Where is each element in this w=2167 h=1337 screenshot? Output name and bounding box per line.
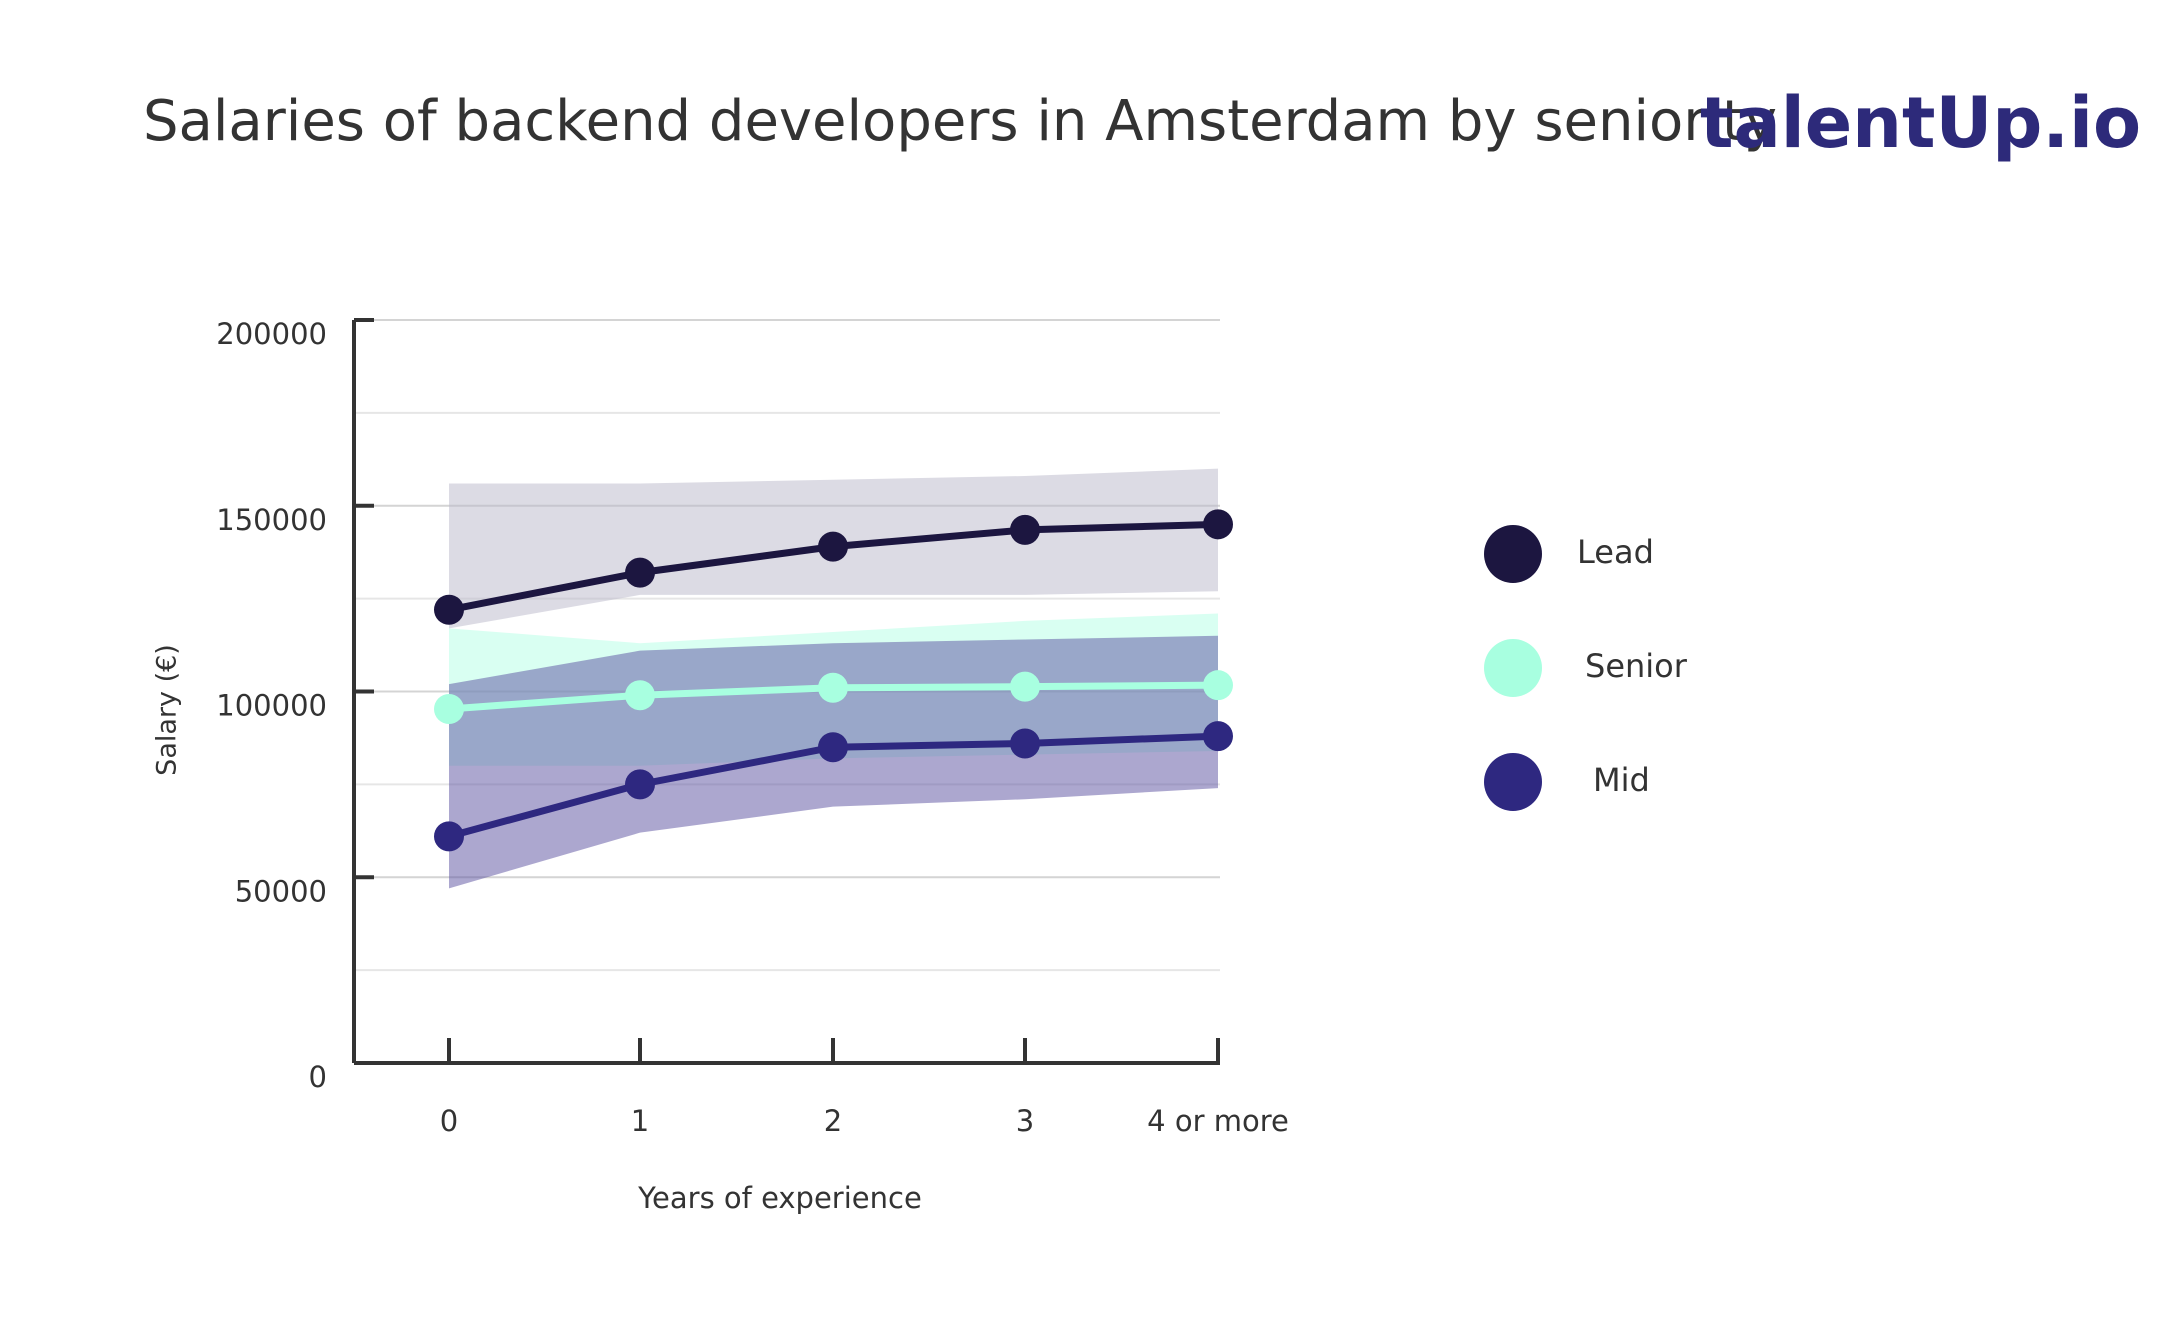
x-tick-label: 0: [440, 1104, 458, 1138]
x-axis-label: Years of experience: [637, 1181, 922, 1215]
data-point: [818, 531, 848, 562]
data-point: [1203, 670, 1233, 701]
y-tick-label: 0: [309, 1060, 327, 1094]
data-point: [434, 594, 464, 625]
data-point: [625, 680, 655, 711]
legend-label: Lead: [1577, 533, 1654, 571]
data-point: [1203, 509, 1233, 540]
y-tick-label: 50000: [235, 874, 327, 908]
y-tick-label: 200000: [216, 317, 327, 351]
data-point: [1010, 671, 1040, 702]
y-tick-label: 150000: [216, 503, 327, 537]
data-point: [818, 672, 848, 703]
x-tick-label: 2: [824, 1104, 842, 1138]
data-point: [1010, 514, 1040, 545]
chart-title: Salaries of backend developers in Amster…: [143, 89, 1777, 154]
data-point: [625, 557, 655, 588]
legend-label: Mid: [1593, 761, 1650, 799]
legend-marker: [1484, 639, 1542, 697]
legend-label: Senior: [1585, 647, 1688, 685]
x-tick-label: 1: [631, 1104, 649, 1138]
data-point: [1203, 721, 1233, 752]
x-tick-label: 4 or more: [1147, 1104, 1289, 1138]
legend-marker: [1484, 753, 1542, 811]
data-point: [818, 732, 848, 763]
data-point: [1010, 728, 1040, 759]
data-point: [625, 769, 655, 800]
brand-logo: talentUp.io: [1700, 82, 2141, 164]
x-tick-label: 3: [1016, 1104, 1034, 1138]
y-axis-label: Salary (€): [152, 644, 183, 776]
data-point: [434, 821, 464, 852]
legend-marker: [1484, 525, 1542, 583]
y-tick-label: 100000: [216, 689, 327, 723]
data-point: [434, 693, 464, 724]
